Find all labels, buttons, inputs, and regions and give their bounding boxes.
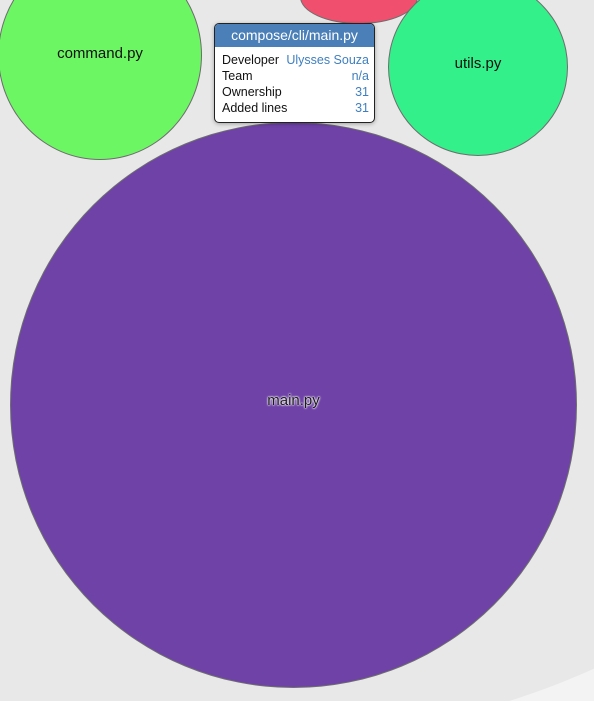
file-bubble-main[interactable]: main.py: [10, 122, 577, 688]
bubble-label-command: command.py: [57, 45, 143, 62]
tooltip-body: Developer Ulysses Souza Team n/a Ownersh…: [215, 47, 374, 122]
bubble-label-utils: utils.py: [454, 55, 502, 72]
file-bubble-utils[interactable]: utils.py: [388, 0, 568, 156]
tooltip-value: 31: [355, 85, 369, 99]
tooltip-row-added-lines: Added lines 31: [222, 100, 369, 116]
tooltip-value: 31: [355, 101, 369, 115]
tooltip-title: compose/cli/main.py: [215, 24, 374, 47]
tooltip-key: Added lines: [222, 101, 288, 115]
tooltip-value: Ulysses Souza: [286, 53, 369, 67]
tooltip-value: n/a: [351, 69, 369, 83]
file-tooltip: compose/cli/main.py Developer Ulysses So…: [214, 23, 375, 123]
tooltip-key: Developer: [222, 53, 279, 67]
bubble-label-main: main.py: [267, 392, 320, 409]
tooltip-row-developer: Developer Ulysses Souza: [222, 52, 369, 68]
tooltip-key: Team: [222, 69, 253, 83]
tooltip-row-ownership: Ownership 31: [222, 84, 369, 100]
tooltip-key: Ownership: [222, 85, 282, 99]
tooltip-row-team: Team n/a: [222, 68, 369, 84]
